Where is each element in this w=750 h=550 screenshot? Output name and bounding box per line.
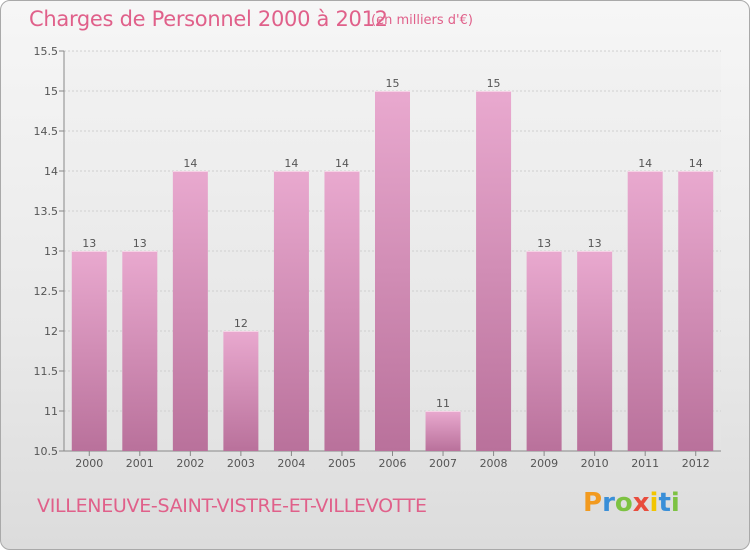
data-label: 14	[335, 157, 349, 170]
data-label: 14	[284, 157, 298, 170]
x-tick-label: 2009	[530, 457, 558, 470]
x-tick-label: 2000	[75, 457, 103, 470]
x-tick-label: 2002	[176, 457, 204, 470]
logo-letter: P	[583, 488, 603, 518]
x-tick-label: 2008	[480, 457, 508, 470]
y-tick-label: 11	[44, 405, 58, 418]
logo-letter: r	[602, 488, 615, 518]
x-tick-label: 2007	[429, 457, 457, 470]
bar	[324, 171, 360, 451]
x-tick-label: 2005	[328, 457, 356, 470]
y-tick-label: 15.5	[34, 45, 59, 58]
y-tick-label: 15	[44, 85, 58, 98]
data-label: 12	[234, 317, 248, 330]
data-label: 13	[537, 237, 551, 250]
data-label: 13	[133, 237, 147, 250]
town-name: VILLENEUVE-SAINT-VISTRE-ET-VILLEVOTTE	[37, 495, 427, 517]
bar	[273, 171, 309, 451]
data-label: 14	[638, 157, 652, 170]
y-tick-label: 10.5	[34, 445, 59, 458]
x-tick-label: 2012	[682, 457, 710, 470]
x-tick-label: 2003	[227, 457, 255, 470]
bar	[627, 171, 663, 451]
bar	[577, 251, 613, 451]
logo-letter: i	[670, 488, 680, 518]
y-tick-label: 13.5	[34, 205, 59, 218]
bar	[375, 91, 410, 451]
bar	[172, 171, 208, 451]
x-tick-label: 2006	[379, 457, 407, 470]
y-tick-label: 14.5	[34, 125, 59, 138]
data-label: 15	[487, 77, 501, 90]
data-label: 11	[436, 397, 450, 410]
bar	[678, 171, 714, 451]
y-tick-label: 13	[44, 245, 58, 258]
x-tick-label: 2001	[126, 457, 154, 470]
data-label: 14	[689, 157, 703, 170]
bar	[223, 331, 259, 451]
bar	[476, 91, 512, 451]
y-tick-label: 11.5	[34, 365, 59, 378]
logo-letter: x	[632, 488, 650, 518]
x-tick-label: 2010	[581, 457, 609, 470]
chart-unit: (en milliers d'€)	[371, 13, 473, 28]
x-tick-label: 2011	[631, 457, 659, 470]
bar	[71, 251, 107, 451]
data-label: 13	[82, 237, 96, 250]
bar	[526, 251, 562, 451]
logo-letter: o	[614, 488, 633, 518]
bar	[122, 251, 158, 451]
chart-title: Charges de Personnel 2000 à 2012	[29, 7, 388, 31]
y-tick-label: 14	[44, 165, 58, 178]
data-label: 13	[588, 237, 602, 250]
y-tick-label: 12	[44, 325, 58, 338]
proxiti-logo[interactable]: Proxiti	[583, 488, 680, 518]
data-label: 14	[183, 157, 197, 170]
logo-letter: i	[649, 488, 659, 518]
logo-letter: t	[658, 488, 671, 518]
y-tick-label: 12.5	[34, 285, 59, 298]
data-label: 15	[386, 77, 400, 90]
bar	[425, 411, 461, 451]
x-tick-label: 2004	[277, 457, 305, 470]
